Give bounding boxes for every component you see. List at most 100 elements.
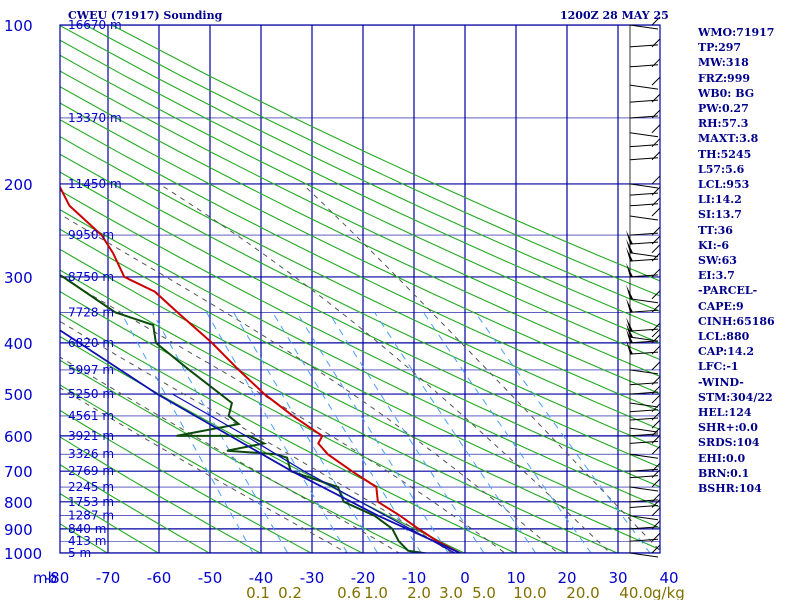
moist-adiabat (158, 183, 611, 553)
mixing-ratio-line (120, 312, 254, 553)
wind-barb (626, 340, 661, 355)
wind-barb (629, 361, 661, 375)
pressure-tick-label: 600 (4, 428, 33, 446)
wind-barb (629, 462, 661, 472)
wind-barb (629, 445, 661, 459)
dry-adiabat (60, 209, 660, 508)
wind-barb (629, 16, 661, 30)
index-line: -WIND- (698, 375, 744, 389)
temperature-tick-label: 10 (506, 569, 525, 587)
wind-barb (629, 499, 661, 508)
parcel-line (60, 329, 461, 553)
dry-adiabat (60, 171, 660, 468)
index-line: TH:5245 (698, 147, 752, 161)
pressure-tick-label: 300 (4, 269, 33, 287)
moist-adiabat (60, 320, 453, 553)
index-line: SRDS:104 (698, 436, 760, 450)
dry-adiabat (60, 248, 660, 551)
index-line: L57:5.6 (698, 162, 745, 176)
mixing-ratio-line (206, 312, 349, 553)
temperature-tick-label: -20 (351, 569, 376, 587)
index-line: TT:36 (698, 223, 733, 237)
wind-barb (626, 323, 661, 342)
height-label: 2245 m (68, 480, 114, 494)
height-label: 2769 m (68, 464, 114, 478)
temperature-tick-label: 30 (608, 569, 627, 587)
dry-adiabat (60, 359, 415, 553)
pressure-tick-label: 1000 (4, 545, 42, 563)
index-line: RH:57.3 (698, 117, 749, 131)
x-axis-unit-label: mb (33, 569, 57, 587)
mixing-ratio-label: 0.1 (246, 584, 270, 600)
height-label: 5250 m (68, 387, 114, 401)
wind-barb (629, 520, 661, 530)
pressure-tick-label: 200 (4, 176, 33, 194)
wind-barb (626, 298, 661, 313)
mixing-ratio-label: 40.0 (619, 584, 652, 600)
temperature-tick-label: -50 (198, 569, 223, 587)
dry-adiabat (60, 136, 660, 431)
index-line: MAXT:3.8 (698, 132, 759, 146)
index-line: HEL:124 (698, 406, 752, 420)
height-label: 11450 m (68, 177, 122, 191)
height-label: 840 m (68, 522, 106, 536)
index-line: BRN:0.1 (698, 466, 750, 480)
wind-barb (629, 493, 661, 503)
pressure-tick-label: 100 (4, 17, 33, 35)
dewpoint-line (60, 274, 431, 553)
index-line: CINH:65186 (698, 314, 775, 328)
mixing-ratio-line (233, 312, 379, 553)
dry-adiabat (60, 119, 660, 412)
height-label: 13370 m (68, 111, 122, 125)
wind-barb (629, 138, 661, 148)
index-line: LFC:-1 (698, 360, 739, 374)
moist-adiabat (302, 183, 660, 552)
wind-barb (626, 284, 661, 304)
height-label: 3921 m (68, 429, 114, 443)
dry-adiabat (60, 269, 619, 553)
chart-title: CWEU (71917) Sounding (68, 9, 223, 22)
wind-barb (629, 197, 661, 207)
dry-adiabat (60, 409, 313, 553)
height-label: 413 m (68, 534, 106, 548)
wind-barb (629, 419, 661, 433)
mixing-ratio-label: 20.0 (566, 584, 599, 600)
plot-frame (59, 24, 661, 554)
pressure-tick-label: 500 (4, 386, 33, 404)
temperature-tick-label: 0 (460, 569, 470, 587)
wind-barb (629, 38, 661, 48)
index-line: WB0: BG (698, 86, 755, 100)
pressure-tick-label: 900 (4, 521, 33, 539)
wind-barb (629, 76, 661, 90)
wind-barb (629, 186, 661, 196)
index-line: KI:-6 (698, 238, 729, 252)
wind-barb (626, 317, 661, 332)
index-line: MW:318 (698, 56, 749, 70)
index-line: LCL:953 (698, 178, 750, 192)
wind-barb (629, 403, 661, 413)
index-line: TP:297 (698, 41, 742, 55)
index-line: WMO:71917 (698, 26, 775, 39)
height-label: 7728 m (68, 305, 114, 319)
height-label: 1287 m (68, 509, 114, 523)
index-line: SI:13.7 (698, 208, 742, 222)
index-line: LI:14.2 (698, 193, 742, 207)
index-line: EI:3.7 (698, 269, 735, 283)
dry-adiabat (60, 70, 660, 361)
height-label: 3326 m (68, 447, 114, 461)
index-line: BSHR:104 (698, 482, 762, 496)
dry-adiabat (60, 464, 211, 553)
height-label: 1753 m (68, 495, 114, 509)
temperature-tick-label: -40 (249, 569, 274, 587)
wind-barb (629, 58, 661, 68)
wind-barb (629, 109, 661, 119)
moist-adiabat (60, 387, 349, 553)
index-line: STM:304/22 (698, 390, 773, 404)
wind-barb (629, 226, 661, 236)
dry-adiabat (60, 290, 568, 553)
index-line: CAPE:9 (698, 299, 744, 313)
temperature-tick-label: -60 (147, 569, 172, 587)
wind-barb (629, 469, 661, 479)
